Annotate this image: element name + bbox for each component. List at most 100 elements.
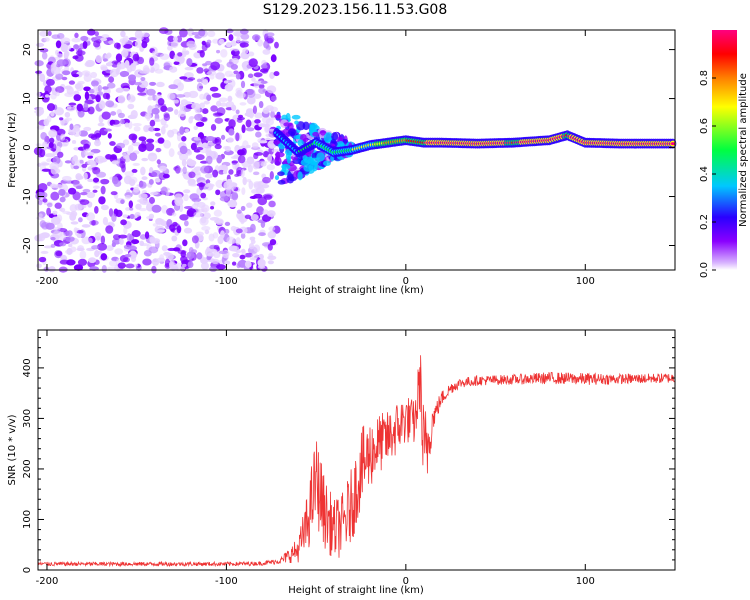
y-tick-label: 400 bbox=[22, 358, 33, 377]
spectrogram-noise-cell bbox=[129, 213, 135, 220]
spectrogram-noise-cell bbox=[269, 171, 274, 180]
spectrogram-noise-cell bbox=[157, 97, 165, 106]
spectrogram-noise-cell bbox=[195, 154, 205, 161]
spectrogram-noise-cell bbox=[66, 86, 74, 95]
spectrogram-noise-cell bbox=[64, 50, 70, 57]
spectrogram-noise-cell bbox=[180, 260, 189, 264]
spectrogram-noise-cell bbox=[237, 116, 245, 121]
spectrogram-noise-cell bbox=[245, 127, 255, 132]
spectrogram-noise-cell bbox=[63, 119, 70, 124]
spectrogram-noise-cell bbox=[274, 41, 279, 49]
spectrogram-noise-cell bbox=[212, 112, 223, 117]
spectrogram-noise-cell bbox=[176, 132, 182, 142]
spectrogram-noise-cell bbox=[46, 158, 53, 163]
spectrogram-noise-cell bbox=[94, 206, 99, 214]
spectrogram-noise-cell bbox=[144, 231, 150, 239]
spectrogram-noise-cell bbox=[218, 169, 225, 175]
spectrogram-noise-cell bbox=[248, 51, 255, 57]
spectrogram-noise-cell bbox=[72, 55, 79, 60]
spectrogram-noise-cell bbox=[184, 128, 190, 133]
spectrogram-noise-cell bbox=[102, 216, 109, 226]
spectrogram-noise-cell bbox=[84, 150, 89, 156]
spectrogram-noise-cell bbox=[193, 211, 203, 218]
spectrogram-noise-cell bbox=[174, 109, 179, 115]
spectrogram-noise-cell bbox=[120, 118, 125, 125]
spectrogram-noise-cell bbox=[262, 49, 271, 55]
spectrogram-noise-cell bbox=[169, 224, 175, 232]
spectrogram-noise-cell bbox=[230, 63, 239, 70]
spectrogram-noise-cell bbox=[79, 199, 90, 205]
spectrogram-noise-cell bbox=[218, 250, 229, 255]
spectrogram-noise-cell bbox=[121, 87, 130, 92]
spectrogram-noise-cell bbox=[207, 30, 216, 38]
colorbar-tick-label: 0.2 bbox=[699, 214, 710, 230]
spectrogram-noise-cell bbox=[267, 230, 277, 239]
spectrogram-noise-cell bbox=[179, 126, 185, 135]
spectrogram-noise-cell bbox=[141, 176, 148, 181]
spectrogram-noise-cell bbox=[59, 117, 64, 121]
spectrogram-noise-cell bbox=[149, 119, 156, 127]
spectrogram-noise-cell bbox=[171, 235, 178, 242]
spectrogram-noise-cell bbox=[98, 157, 108, 163]
spectrogram-noise-cell bbox=[128, 200, 134, 209]
spectrogram-noise-cell bbox=[179, 214, 189, 221]
x-tick-label: 100 bbox=[576, 276, 595, 287]
spectrogram-noise-cell bbox=[76, 185, 84, 190]
spectrogram-noise-cell bbox=[42, 198, 48, 203]
chart-title: S129.2023.156.11.53.G08 bbox=[263, 2, 448, 18]
spectrogram-noise-cell bbox=[231, 160, 239, 164]
spectrogram-noise-cell bbox=[124, 59, 130, 69]
spectrogram-noise-cell bbox=[83, 172, 88, 180]
spectrogram-noise-cell bbox=[198, 28, 206, 37]
spectrogram-noise-cell bbox=[209, 86, 219, 92]
spectrogram-noise-cell bbox=[91, 245, 100, 250]
spectrogram-noise-cell bbox=[202, 142, 208, 148]
spectrogram-noise-cell bbox=[126, 233, 132, 242]
spectrogram-noise-cell bbox=[62, 70, 71, 76]
spectrogram-noise-cell bbox=[184, 66, 194, 71]
spectrogram-noise-cell bbox=[214, 144, 222, 150]
spectrogram-noise-cell bbox=[41, 168, 52, 172]
spectrogram-noise-cell bbox=[179, 103, 185, 111]
spectrogram-noise-cell bbox=[94, 249, 100, 258]
spectrogram-transition-cell bbox=[310, 124, 317, 129]
spectrogram-noise-cell bbox=[253, 80, 260, 89]
spectrogram-transition-cell bbox=[277, 179, 286, 185]
spectrogram-noise-cell bbox=[52, 210, 58, 216]
spectrogram-noise-cell bbox=[58, 188, 66, 196]
spectrogram-noise-cell bbox=[62, 175, 72, 182]
spectrogram-noise-cell bbox=[74, 32, 79, 39]
spectrogram-noise-cell bbox=[138, 136, 147, 142]
spectrogram-noise-cell bbox=[148, 179, 154, 185]
spectrogram-noise-cell bbox=[52, 230, 63, 238]
spectrogram-noise-cell bbox=[226, 28, 234, 34]
spectrogram-noise-cell bbox=[55, 73, 64, 80]
spectrogram-noise-cell bbox=[77, 109, 85, 118]
spectrogram-noise-cell bbox=[186, 251, 195, 260]
spectrogram-noise-cell bbox=[119, 70, 130, 77]
spectrogram-noise-cell bbox=[246, 96, 256, 105]
spectrogram-signal-core bbox=[670, 142, 676, 146]
spectrogram-noise-cell bbox=[60, 37, 71, 44]
spectrogram-noise-cell bbox=[101, 264, 107, 273]
spectrogram-noise-cell bbox=[177, 249, 187, 255]
spectrogram-noise-cell bbox=[251, 189, 259, 194]
spectrogram-transition-cell bbox=[281, 163, 291, 170]
spectrogram-noise-cell bbox=[64, 160, 72, 164]
spectrogram-noise-cell bbox=[193, 201, 200, 206]
spectrogram-noise-cell bbox=[219, 102, 227, 107]
spectrogram-transition-cell bbox=[274, 175, 280, 181]
spectrogram-noise-cell bbox=[269, 71, 275, 80]
spectrogram-noise-cell bbox=[35, 42, 45, 47]
spectrogram-noise-cell bbox=[183, 227, 193, 234]
snr-line bbox=[38, 355, 675, 568]
spectrogram-noise-cell bbox=[167, 35, 175, 42]
spectrogram-noise-cell bbox=[60, 133, 66, 141]
spectrogram-noise-cell bbox=[127, 94, 136, 103]
spectrogram-transition-cell bbox=[281, 114, 288, 121]
spectrogram-transition-cell bbox=[341, 138, 349, 144]
spectrogram-noise-cell bbox=[92, 189, 98, 193]
spectrogram-noise-cell bbox=[132, 122, 142, 127]
spectrogram-noise-cell bbox=[239, 102, 247, 106]
spectrogram-noise-cell bbox=[52, 226, 61, 231]
